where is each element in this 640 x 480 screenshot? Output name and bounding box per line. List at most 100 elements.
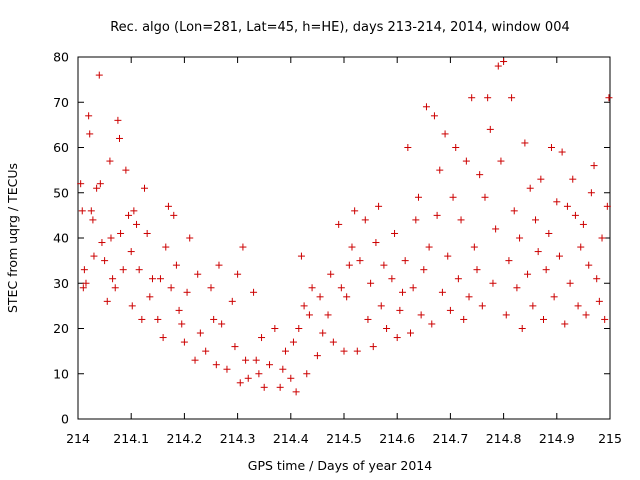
data-point — [492, 225, 500, 233]
data-point — [194, 270, 202, 278]
data-point — [585, 261, 593, 269]
y-tick-label: 60 — [53, 140, 69, 155]
data-point — [465, 293, 473, 301]
data-point — [79, 284, 87, 292]
data-point — [348, 243, 356, 251]
data-point — [377, 302, 385, 310]
y-tick-label: 80 — [53, 50, 69, 65]
data-point — [295, 325, 303, 332]
data-point — [128, 302, 136, 310]
data-point — [590, 162, 598, 170]
data-point — [210, 315, 218, 323]
x-tick-label: 214.2 — [167, 431, 203, 446]
data-point — [130, 207, 138, 215]
data-point — [191, 356, 199, 364]
data-point — [579, 220, 587, 228]
data-point — [582, 311, 590, 319]
data-point — [425, 243, 433, 251]
data-point — [141, 184, 148, 192]
data-point — [340, 347, 348, 355]
data-point — [555, 252, 563, 260]
data-point — [218, 320, 226, 328]
y-tick-label: 30 — [53, 276, 69, 291]
data-point — [95, 71, 103, 79]
y-tick-label: 0 — [61, 412, 69, 427]
data-point — [159, 334, 167, 342]
data-point — [486, 125, 494, 133]
data-point — [428, 320, 436, 328]
data-point — [98, 239, 106, 247]
data-point — [292, 388, 300, 396]
data-point — [547, 144, 555, 151]
data-point — [553, 198, 561, 206]
data-point — [433, 211, 441, 219]
data-point — [393, 334, 401, 342]
data-point — [444, 252, 452, 260]
data-point — [308, 284, 316, 292]
data-point — [563, 202, 571, 210]
data-point — [436, 166, 444, 174]
data-point — [196, 329, 204, 337]
data-point — [441, 130, 449, 138]
data-point — [244, 374, 252, 382]
data-point — [223, 365, 231, 373]
data-point — [89, 216, 97, 224]
data-point — [266, 361, 274, 369]
y-axis-label: STEC from uqrg / TECUs — [5, 163, 20, 313]
data-point — [156, 275, 164, 283]
data-point — [529, 302, 537, 310]
data-point — [524, 270, 532, 278]
data-point — [162, 243, 170, 251]
data-point — [143, 229, 151, 237]
data-point — [593, 275, 601, 283]
data-point — [550, 293, 558, 301]
data-point — [82, 279, 90, 287]
data-point — [119, 266, 127, 274]
data-point — [399, 288, 407, 296]
data-point — [502, 311, 510, 319]
data-point — [470, 243, 478, 251]
data-point — [574, 302, 582, 310]
data-point — [545, 229, 553, 237]
data-point — [409, 284, 417, 292]
data-point — [598, 234, 606, 242]
plot-axes: 214 214.1 214.2 214.3 214.4 214.5 214.6 214.7 21… — [53, 50, 622, 447]
data-point — [505, 257, 513, 265]
data-point — [77, 180, 85, 188]
data-point — [481, 193, 489, 201]
data-point — [383, 325, 391, 332]
data-point — [172, 261, 180, 269]
data-point — [601, 315, 609, 323]
x-tick-label: 214.6 — [379, 431, 415, 446]
data-point — [117, 229, 125, 237]
data-point — [305, 311, 313, 319]
data-point — [154, 315, 162, 323]
data-point — [101, 257, 109, 265]
data-point — [175, 306, 183, 314]
data-point — [534, 248, 542, 256]
data-point — [93, 184, 101, 192]
x-tick-label: 214.4 — [273, 431, 309, 446]
data-point — [404, 144, 412, 151]
data-point — [460, 315, 468, 323]
data-point — [414, 193, 422, 201]
data-point — [316, 293, 324, 301]
data-point — [364, 315, 372, 323]
data-point — [353, 347, 361, 355]
data-point — [367, 279, 375, 287]
data-point — [239, 243, 247, 251]
data-point — [135, 266, 143, 274]
data-point — [391, 229, 399, 237]
data-point — [167, 284, 175, 292]
plot-points — [77, 58, 613, 396]
data-point — [122, 166, 130, 174]
data-point — [372, 239, 380, 247]
data-point — [422, 103, 430, 111]
data-point — [228, 297, 236, 305]
x-tick-label: 214.9 — [539, 431, 575, 446]
data-point — [329, 338, 337, 346]
data-point — [537, 175, 545, 183]
data-point — [106, 157, 114, 165]
data-point — [595, 297, 603, 305]
